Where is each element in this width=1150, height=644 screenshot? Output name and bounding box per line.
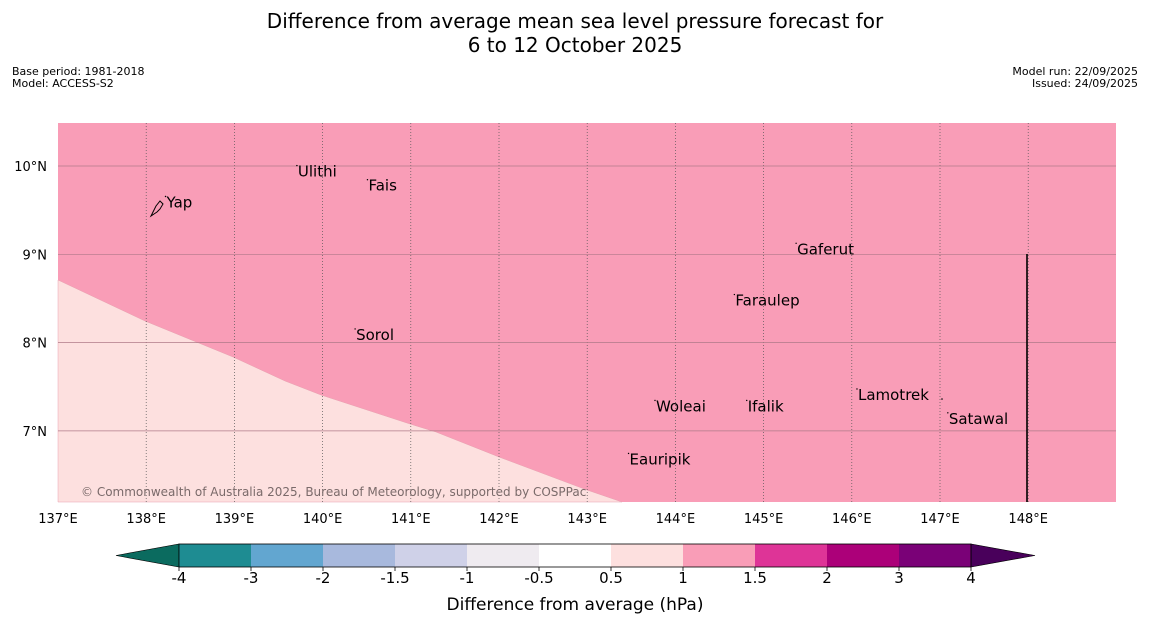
colorbar-tick-label: -1 — [460, 569, 475, 587]
title-line-1: Difference from average mean sea level p… — [266, 9, 884, 33]
place-marker — [947, 412, 949, 414]
copyright-text: © Commonwealth of Australia 2025, Bureau… — [81, 485, 586, 499]
place-label: Sorol — [356, 326, 394, 344]
lon-tick-label: 146°E — [832, 512, 872, 527]
colorbar-segment — [395, 544, 467, 567]
island-dot — [941, 398, 943, 400]
place-marker — [654, 399, 656, 402]
lat-tick-label: 8°N — [23, 337, 48, 352]
place-marker — [746, 399, 748, 402]
place-label: Woleai — [656, 397, 706, 415]
lon-tick-label: 140°E — [303, 512, 343, 527]
place-label: Fais — [368, 177, 397, 195]
lon-tick-label: 147°E — [920, 512, 960, 527]
colorbar-tick-label: -0.5 — [524, 569, 553, 587]
colorbar-right-extend — [970, 543, 1036, 568]
colorbar-tick-label: 0.5 — [599, 569, 623, 587]
colorbar-segment — [467, 544, 539, 567]
place-label: Ulithi — [298, 163, 337, 181]
lat-tick-label: 9°N — [23, 248, 48, 263]
lat-tick-label: 7°N — [23, 425, 48, 440]
colorbar-segment — [251, 544, 323, 567]
lon-tick-label: 142°E — [479, 512, 519, 527]
lon-tick-label: 143°E — [567, 512, 607, 527]
base-period: Base period: 1981-2018 — [12, 65, 145, 78]
colorbar-tick-label: 1.5 — [743, 569, 767, 587]
colorbar-tick-label: 4 — [966, 569, 976, 587]
colorbar-segment — [323, 544, 395, 567]
meta-right: Model run: 22/09/2025 Issued: 24/09/2025 — [1012, 66, 1138, 90]
colorbar-segment — [611, 544, 683, 567]
colorbar-segment — [899, 544, 971, 567]
place-label: Gaferut — [797, 240, 854, 258]
place-marker — [296, 164, 298, 167]
place-label: Ifalik — [748, 397, 784, 415]
colorbar-tick-label: 3 — [894, 569, 904, 587]
colorbar-frame — [178, 543, 972, 568]
colorbar-segment — [683, 544, 755, 567]
place-marker — [856, 388, 858, 390]
lon-tick-label: 144°E — [656, 512, 696, 527]
colorbar-segment — [179, 544, 251, 567]
colorbar-left-extend — [115, 543, 180, 568]
title-line-2: 6 to 12 October 2025 — [467, 33, 683, 57]
place-marker — [795, 242, 797, 244]
colorbar-tick-label: -3 — [244, 569, 259, 587]
model-run: Model run: 22/09/2025 — [1012, 65, 1138, 78]
lon-tick-label: 141°E — [391, 512, 431, 527]
low-anomaly-region — [57, 279, 623, 503]
colorbar-tick-label: -2 — [316, 569, 331, 587]
place-label: Faraulep — [735, 292, 799, 310]
lon-tick-label: 138°E — [126, 512, 166, 527]
place-label: Eauripik — [630, 450, 691, 468]
place-marker — [354, 328, 356, 330]
lon-tick-label: 145°E — [744, 512, 784, 527]
place-marker — [627, 452, 630, 455]
colorbar-tick-label: -1.5 — [380, 569, 409, 587]
lon-tick-label: 139°E — [215, 512, 255, 527]
colorbar-segment — [539, 544, 611, 567]
map-title: Difference from average mean sea level p… — [0, 9, 1150, 57]
colorbar-title: Difference from average (hPa) — [447, 595, 704, 615]
lon-tick-label: 137°E — [38, 512, 78, 527]
place-marker — [164, 195, 167, 198]
place-label: Satawal — [949, 410, 1008, 428]
colorbar-segment — [827, 544, 899, 567]
place-label: Lamotrek — [858, 386, 929, 404]
colorbar-tick-label: 2 — [822, 569, 832, 587]
place-label: Yap — [165, 194, 192, 212]
meta-left: Base period: 1981-2018 Model: ACCESS-S2 — [12, 66, 144, 90]
yap-island-outline — [149, 200, 164, 218]
lon-tick-label: 148°E — [1008, 512, 1048, 527]
place-marker — [733, 293, 736, 296]
colorbar-tick-label: -4 — [172, 569, 187, 587]
place-marker — [366, 179, 369, 181]
issued-date: Issued: 24/09/2025 — [1031, 77, 1138, 90]
colorbar-tick-label: 1 — [678, 569, 688, 587]
model-name: Model: ACCESS-S2 — [12, 77, 114, 90]
lat-tick-label: 10°N — [14, 160, 47, 175]
colorbar-segment — [755, 544, 827, 567]
